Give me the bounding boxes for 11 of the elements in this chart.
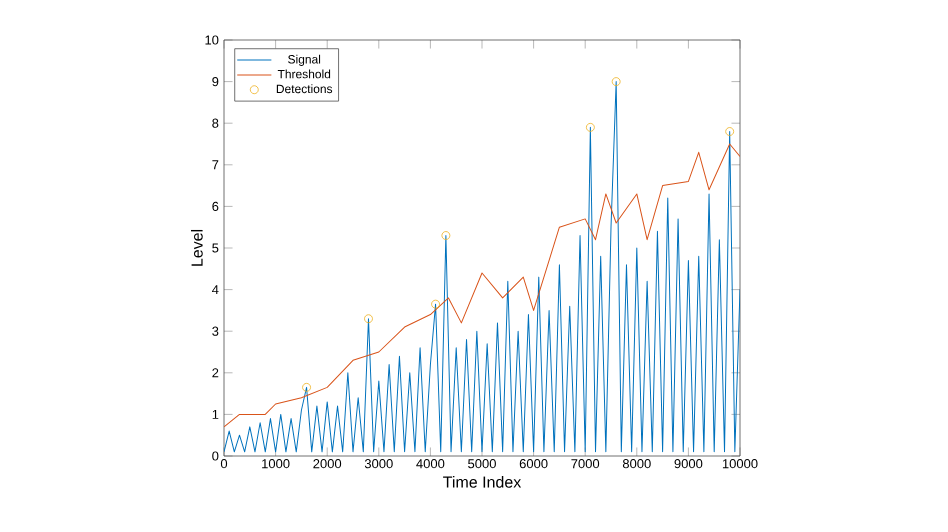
point (585, 122, 595, 132)
point (441, 231, 451, 240)
point (611, 77, 621, 87)
y-axis-title: Level (190, 229, 203, 266)
x-axis-title: Time Index (443, 475, 522, 488)
point (431, 299, 440, 309)
point (725, 127, 735, 136)
point (364, 314, 373, 324)
line-series (224, 143, 740, 428)
line-series (224, 81, 740, 453)
point (302, 382, 311, 392)
